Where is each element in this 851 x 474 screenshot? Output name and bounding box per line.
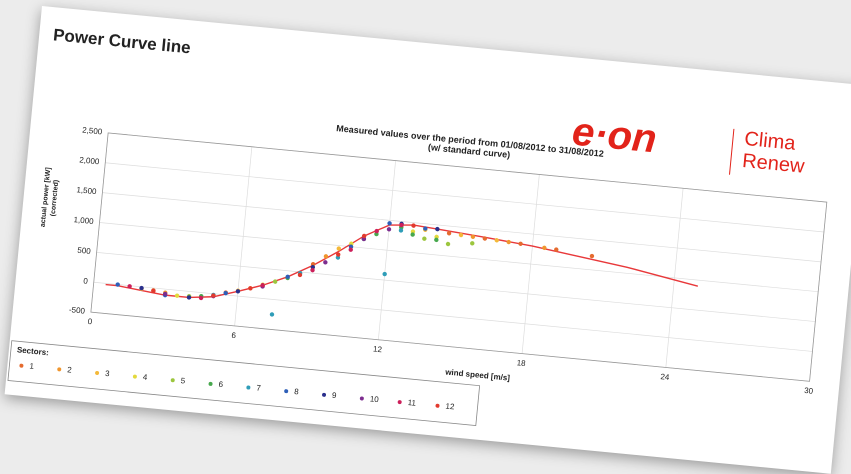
x-axis-label: wind speed [m/s] bbox=[444, 367, 511, 382]
y-tick-label: 0 bbox=[83, 276, 89, 285]
data-point bbox=[518, 241, 523, 246]
screen: Power Curve line e·on Clima Renew Measur… bbox=[0, 0, 851, 456]
standard-curve bbox=[105, 196, 701, 346]
legend-label: 10 bbox=[369, 394, 379, 404]
grid-line bbox=[97, 252, 816, 321]
grid-line bbox=[105, 163, 824, 232]
data-point bbox=[422, 236, 427, 241]
data-point bbox=[387, 227, 392, 232]
x-tick-label: 6 bbox=[231, 331, 237, 340]
grid-line bbox=[94, 282, 813, 351]
y-tick-label: 2,000 bbox=[79, 155, 100, 166]
x-tick-label: 0 bbox=[87, 317, 93, 326]
data-point bbox=[382, 272, 387, 277]
y-tick-label: 1,500 bbox=[76, 185, 97, 196]
legend-label: 12 bbox=[445, 402, 455, 412]
x-tick-label: 30 bbox=[804, 386, 814, 396]
legend-box bbox=[8, 341, 480, 426]
data-point bbox=[506, 240, 511, 245]
x-tick-label: 12 bbox=[373, 344, 383, 354]
data-point bbox=[446, 242, 451, 247]
data-point bbox=[270, 312, 275, 317]
grid-line bbox=[378, 161, 395, 340]
x-tick-label: 18 bbox=[516, 358, 526, 368]
data-point bbox=[470, 241, 475, 246]
page-title: Power Curve line bbox=[52, 25, 191, 58]
report-page: Power Curve line e·on Clima Renew Measur… bbox=[5, 6, 851, 474]
y-axis-label: (corrected) bbox=[50, 180, 60, 217]
grid-line bbox=[235, 147, 252, 326]
x-tick-label: 24 bbox=[660, 372, 670, 382]
y-tick-label: -500 bbox=[69, 305, 86, 316]
grid-line bbox=[522, 174, 539, 353]
data-point bbox=[411, 223, 416, 228]
chart: Measured values over the period from 01/… bbox=[5, 76, 851, 474]
data-point bbox=[323, 260, 328, 265]
grid-line bbox=[102, 193, 821, 262]
y-tick-label: 1,000 bbox=[73, 215, 94, 226]
data-point bbox=[590, 254, 595, 259]
data-point bbox=[248, 286, 253, 291]
y-axis-label: actual power [kW] bbox=[40, 167, 53, 227]
legend-label: 11 bbox=[407, 398, 417, 408]
y-tick-label: 500 bbox=[77, 246, 92, 256]
y-tick-label: 2,500 bbox=[82, 126, 103, 137]
data-point bbox=[175, 293, 180, 298]
data-point bbox=[435, 227, 440, 232]
